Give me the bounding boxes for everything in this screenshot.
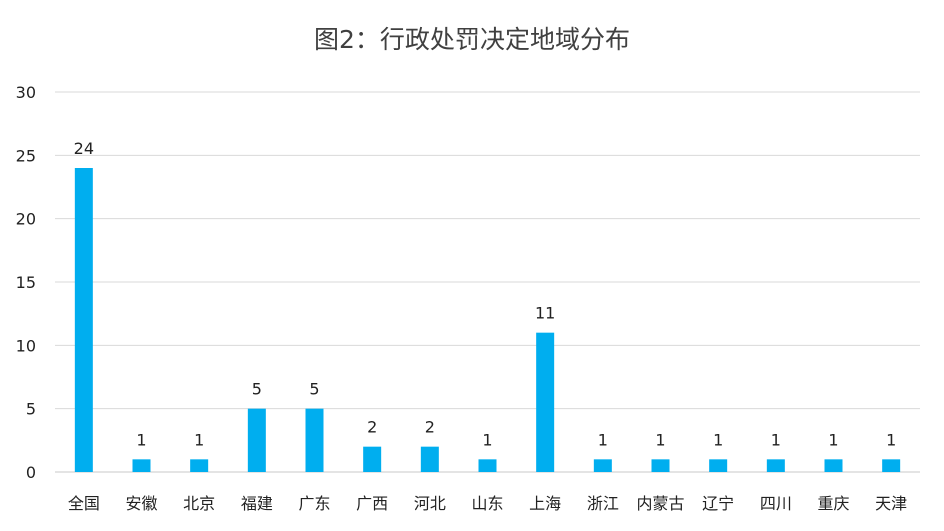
data-label: 1 [886, 430, 896, 449]
grid-lines [55, 91, 920, 473]
x-tick-label: 广东 [298, 494, 330, 513]
x-tick-label: 辽宁 [702, 494, 734, 513]
data-label: 24 [74, 139, 94, 158]
bar [305, 408, 324, 472]
x-tick-label: 四川 [760, 494, 792, 513]
data-label: 5 [252, 380, 262, 399]
y-tick-label: 25 [16, 146, 36, 165]
bar [651, 459, 670, 472]
bar [420, 446, 439, 472]
data-label: 2 [425, 418, 435, 437]
x-tick-label: 内蒙古 [636, 494, 684, 513]
x-tick-label: 广西 [356, 494, 388, 513]
bar [593, 459, 612, 472]
x-axis: 全国 安徽 北京 福建 广东 广西 河北 山东 上海 浙江 内蒙古 辽宁 四川 重庆 天津 [68, 494, 907, 513]
x-tick-label: 天津 [875, 494, 907, 513]
bar [74, 168, 93, 472]
x-tick-label: 福建 [241, 494, 273, 513]
data-label: 11 [535, 304, 555, 323]
data-label: 1 [828, 430, 838, 449]
bars [74, 168, 901, 472]
data-label: 1 [136, 430, 146, 449]
x-tick-label: 重庆 [817, 494, 849, 513]
data-label: 1 [771, 430, 781, 449]
bar [132, 459, 151, 472]
bar [363, 446, 382, 472]
data-label: 2 [367, 418, 377, 437]
y-tick-label: 10 [16, 336, 36, 355]
y-tick-label: 0 [26, 463, 36, 482]
bar [824, 459, 843, 472]
data-label: 5 [309, 380, 319, 399]
y-tick-label: 15 [16, 273, 36, 292]
data-label: 1 [194, 430, 204, 449]
x-tick-label: 河北 [414, 494, 446, 513]
bar [536, 332, 555, 472]
bar [190, 459, 209, 472]
x-tick-label: 浙江 [587, 494, 619, 513]
y-tick-label: 30 [16, 83, 36, 102]
data-label: 1 [598, 430, 608, 449]
data-label: 1 [482, 430, 492, 449]
bar [709, 459, 728, 472]
bar [478, 459, 497, 472]
x-tick-label: 安徽 [125, 494, 157, 513]
data-label: 1 [713, 430, 723, 449]
x-tick-label: 北京 [183, 494, 215, 513]
x-tick-label: 山东 [471, 494, 503, 513]
y-tick-label: 5 [26, 400, 36, 419]
x-tick-label: 上海 [529, 494, 561, 513]
bar [766, 459, 785, 472]
data-label: 1 [655, 430, 665, 449]
x-tick-label: 全国 [68, 494, 100, 513]
bar [882, 459, 901, 472]
bar [247, 408, 266, 472]
y-tick-label: 20 [16, 210, 36, 229]
chart-title: 图2：行政处罚决定地域分布 [314, 25, 630, 54]
y-axis: 0 5 10 15 20 25 30 [16, 83, 36, 482]
